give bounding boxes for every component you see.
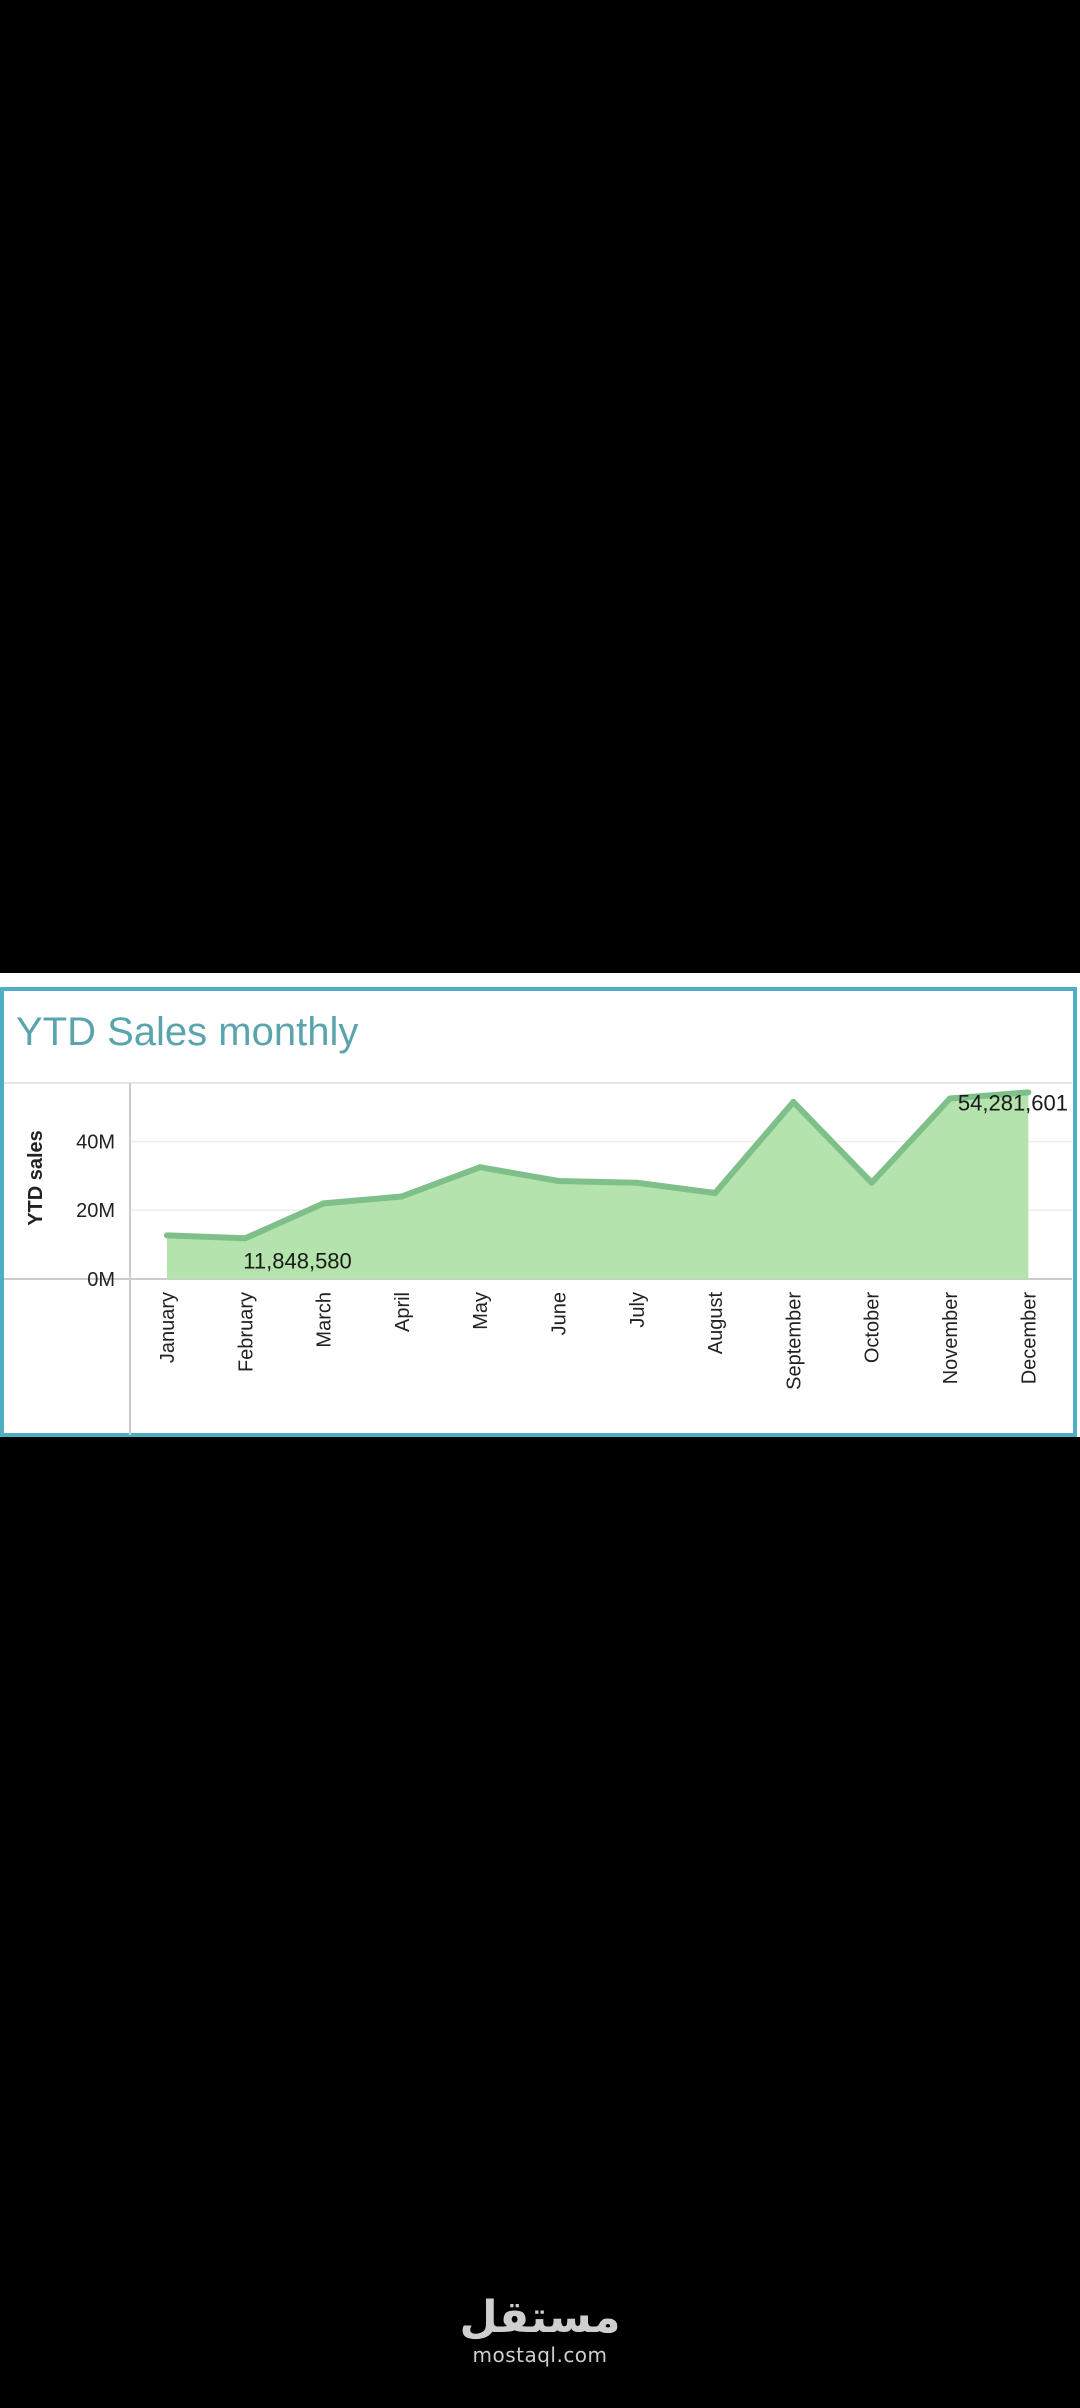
data-point (868, 1179, 875, 1186)
x-tick-label: December (1018, 1292, 1040, 1385)
chart-frame (0, 987, 1077, 1437)
y-tick-label: 0M (87, 1269, 115, 1291)
chart-card: YTD Sales monthly YTD sales 0M 20M 40M Jan… (0, 973, 1080, 1437)
data-label: 54,281,601 (958, 1090, 1068, 1115)
data-point (633, 1179, 640, 1186)
x-tick-label: March (314, 1292, 336, 1348)
x-tick-label: May (470, 1292, 492, 1330)
area-layer (164, 1089, 1032, 1279)
data-point (947, 1095, 953, 1102)
data-point (164, 1232, 170, 1239)
data-point (790, 1098, 797, 1105)
watermark-latin: mostaql.com (472, 2343, 608, 2367)
x-tick-label: July (627, 1292, 649, 1328)
series-line (166, 1089, 1029, 1242)
watermark-arabic: مستقل (459, 2292, 621, 2343)
y-tick-label: 20M (76, 1200, 115, 1222)
y-tick-labels: 0M 20M 40M (76, 1131, 115, 1291)
x-tick-label: April (392, 1292, 414, 1332)
x-tick-label: January (157, 1292, 179, 1363)
x-tick-label: November (940, 1292, 962, 1385)
x-tick-label: September (783, 1292, 805, 1390)
data-point (477, 1164, 484, 1171)
y-axis-label: YTD sales (25, 1130, 47, 1226)
x-tick-label: June (549, 1292, 571, 1335)
x-tick-labels: January February March April May June July Augu… (157, 1292, 1040, 1390)
data-point (398, 1193, 405, 1200)
x-tick-label: August (705, 1292, 727, 1355)
data-point (712, 1190, 719, 1197)
data-point (320, 1200, 327, 1207)
data-label: 11,848,580 (243, 1248, 351, 1273)
x-tick-label: October (862, 1292, 884, 1363)
watermark-logo: مستقل mostaql.com (0, 2292, 1080, 2366)
chart-title: YTD Sales monthly (16, 1010, 358, 1054)
y-tick-label: 40M (76, 1131, 115, 1153)
data-point (1025, 1089, 1032, 1096)
data-point (555, 1178, 562, 1184)
data-labels: 11,848,580 54,281,601 (243, 1090, 1068, 1273)
x-tick-label: February (235, 1292, 257, 1372)
chart-svg: YTD Sales monthly YTD sales 0M 20M 40M Jan… (0, 987, 1077, 1437)
area-fill (167, 1092, 1029, 1279)
data-point (242, 1235, 249, 1242)
